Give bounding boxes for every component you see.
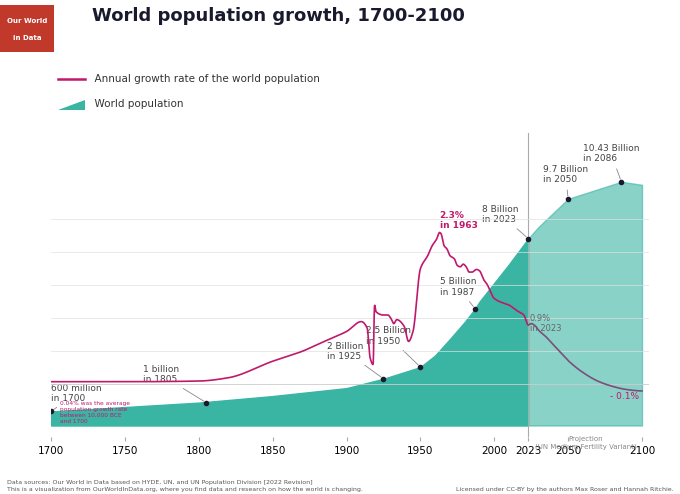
Text: Our World: Our World — [7, 18, 48, 24]
Text: Annual growth rate of the world population: Annual growth rate of the world populati… — [88, 74, 320, 84]
Text: Projection
(UN Medium Fertility Variant): Projection (UN Medium Fertility Variant) — [535, 436, 636, 450]
Text: 8 Billion
in 2023: 8 Billion in 2023 — [482, 205, 526, 237]
Text: 5 Billion
in 1987: 5 Billion in 1987 — [439, 277, 476, 306]
Text: Data sources: Our World in Data based on HYDE, UN, and UN Population Division [2: Data sources: Our World in Data based on… — [7, 480, 362, 492]
Text: 2 Billion
in 1925: 2 Billion in 1925 — [327, 341, 381, 377]
Text: 9.7 Billion
in 2050: 9.7 Billion in 2050 — [543, 165, 588, 196]
Text: 0.04% was the average
population growth rate
between 10,000 BCE
and 1700: 0.04% was the average population growth … — [60, 401, 130, 424]
Text: World population growth, 1700-2100: World population growth, 1700-2100 — [92, 7, 464, 25]
Text: 0.9%
in 2023: 0.9% in 2023 — [530, 314, 561, 333]
Text: - 0.1%: - 0.1% — [610, 392, 639, 401]
Text: 600 million
in 1700: 600 million in 1700 — [51, 383, 101, 410]
Text: 2.3%
in 1963: 2.3% in 1963 — [439, 211, 477, 231]
Text: in Data: in Data — [13, 35, 41, 41]
Text: 1 billion
in 1805: 1 billion in 1805 — [143, 365, 204, 401]
Text: Licensed under CC-BY by the authors Max Roser and Hannah Ritchie.: Licensed under CC-BY by the authors Max … — [456, 487, 673, 492]
Text: 10.43 Billion
in 2086: 10.43 Billion in 2086 — [583, 144, 639, 179]
Text: World population: World population — [88, 99, 184, 109]
Text: 2.5 Billion
in 1950: 2.5 Billion in 1950 — [366, 327, 418, 365]
